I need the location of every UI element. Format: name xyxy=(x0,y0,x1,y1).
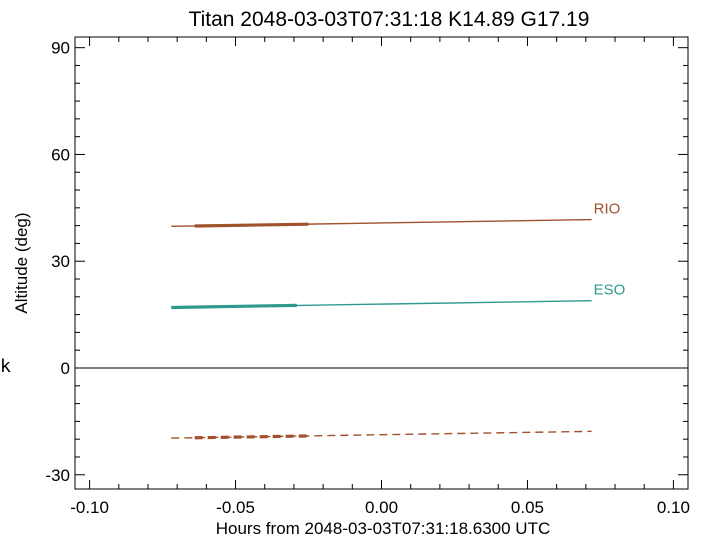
series-label-rio: RIO xyxy=(594,201,621,218)
y-axis-label: Altitude (deg) xyxy=(12,212,31,313)
x-tick-label: -0.05 xyxy=(216,498,255,517)
series-lines: RIO ESO xyxy=(171,201,626,440)
x-tick-label: 0.10 xyxy=(657,498,690,517)
y-tick-label: -30 xyxy=(45,466,70,485)
y-tick-label: 90 xyxy=(51,39,70,58)
x-tick-label: -0.10 xyxy=(70,498,109,517)
y-tick-label: 30 xyxy=(51,252,70,271)
x-tick-label: 0.05 xyxy=(511,498,544,517)
series-thick-segment-eso xyxy=(171,303,297,310)
series-label-eso: ESO xyxy=(594,282,626,299)
axis-ticks xyxy=(75,37,688,489)
x-tick-label: 0.00 xyxy=(365,498,398,517)
chart-title: Titan 2048-03-03T07:31:18 K14.89 G17.19 xyxy=(189,8,590,31)
plot-frame xyxy=(74,36,689,490)
series-thick-segment-dashed xyxy=(194,434,309,440)
axis-tick-labels: -0.10 -0.05 0.00 0.05 0.10 -30 0 30 60 90 xyxy=(45,39,690,517)
side-label-k: k xyxy=(0,356,11,377)
y-tick-label: 60 xyxy=(51,145,70,164)
y-tick-label: 0 xyxy=(61,359,70,378)
series-thick-segment-rio xyxy=(194,222,309,228)
x-axis-label: Hours from 2048-03-03T07:31:18.6300 UTC xyxy=(216,519,551,538)
